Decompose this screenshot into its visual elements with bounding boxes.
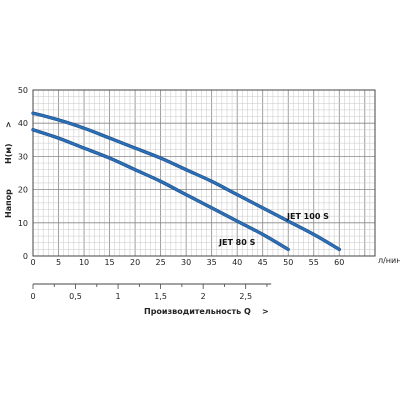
y-tick-label: 10 [18, 219, 28, 228]
x-tick-label: 25 [156, 258, 166, 267]
x-tick-label: 15 [104, 258, 114, 267]
x-tick-label: 20 [130, 258, 140, 267]
series-line [31, 128, 290, 251]
y-tick-label: 40 [18, 119, 28, 128]
q-tick-label: 0 [30, 292, 35, 301]
plot-frame [32, 89, 376, 257]
q-tick-label: 2 [201, 292, 206, 301]
q-tick-label: 2,5 [239, 292, 252, 301]
q-axis-arrow: > [262, 307, 269, 316]
y-tick-label: 20 [18, 186, 28, 195]
q-axis-label: Производительность Q [144, 307, 251, 316]
y-tick-label: 30 [18, 152, 28, 161]
q-tick-label: 1 [116, 292, 121, 301]
axes [32, 89, 376, 257]
x-tick-label: 45 [258, 258, 268, 267]
x-tick-label: 35 [207, 258, 217, 267]
x-tick-label: 10 [79, 258, 89, 267]
x-unit-label: л/нин [378, 256, 400, 265]
y-tick-label: 0 [23, 252, 28, 261]
x-tick-label: 5 [56, 258, 61, 267]
x-tick-labels: 0 5 10 15 20 25 30 35 40 45 50 55 60 [30, 258, 344, 267]
series-lines [31, 111, 341, 252]
y-label-arrow: > [4, 121, 13, 128]
x-tick-label: 50 [283, 258, 293, 267]
y-tick-label: 50 [18, 86, 28, 95]
x-tick-label: 0 [30, 258, 35, 267]
x-tick-label: 40 [232, 258, 242, 267]
series-label-jet80s: JET 80 S [218, 238, 256, 247]
q-tick-label: 1,5 [154, 292, 167, 301]
q-tick-label: 0,5 [69, 292, 82, 301]
y-label-left: Напор [4, 189, 13, 218]
q-axis: 0 0,5 1 1,5 2 2,5 [30, 283, 272, 301]
y-tick-labels: 0 10 20 30 40 50 [18, 86, 28, 261]
x-tick-label: 55 [309, 258, 319, 267]
series-label-jet100s: JET 100 S [286, 212, 329, 221]
x-tick-label: 60 [334, 258, 344, 267]
x-tick-label: 30 [181, 258, 191, 267]
y-label-right: H(м) [4, 143, 13, 164]
series-line [31, 112, 341, 251]
